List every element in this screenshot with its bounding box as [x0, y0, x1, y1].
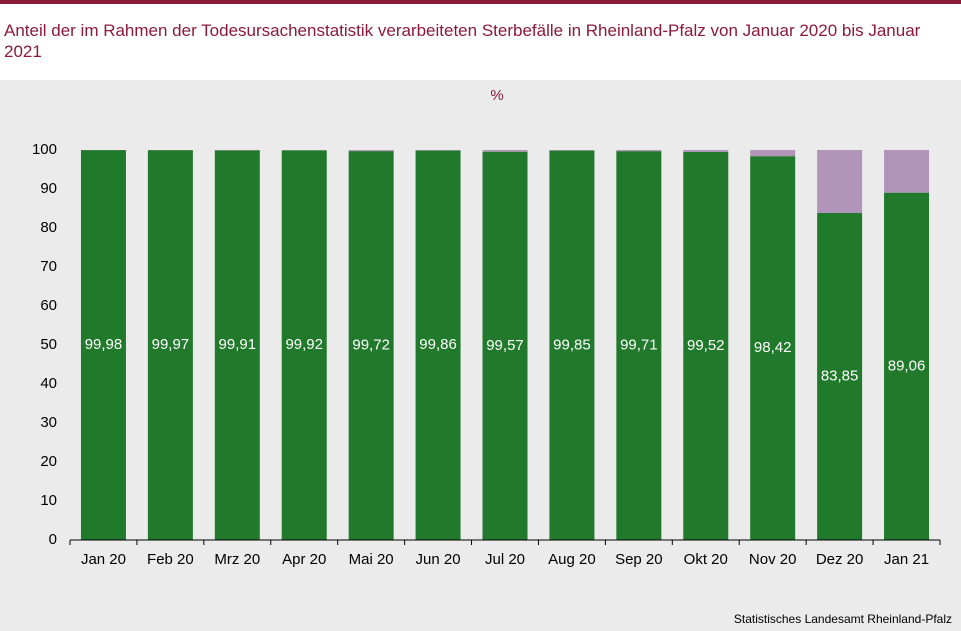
- x-tick-label: Sep 20: [615, 551, 663, 568]
- value-label: 99,92: [285, 336, 323, 353]
- y-axis-label: %: [490, 87, 503, 104]
- x-tick-label: Feb 20: [147, 551, 194, 568]
- bar-segment: [549, 150, 595, 540]
- bar-segment: [214, 150, 260, 540]
- bar-segment: [683, 150, 729, 152]
- value-label: 99,71: [620, 337, 658, 354]
- value-label: 99,85: [553, 336, 591, 353]
- bar-segment: [817, 150, 863, 213]
- x-tick-label: Okt 20: [684, 551, 728, 568]
- x-tick-label: Mai 20: [349, 551, 394, 568]
- x-tick-label: Aug 20: [548, 551, 596, 568]
- top-bar: [0, 0, 961, 4]
- x-tick-label: Mrz 20: [214, 551, 260, 568]
- bar-segment: [281, 150, 327, 540]
- y-tick-label: 70: [40, 258, 57, 275]
- bar-segment: [616, 150, 662, 152]
- x-tick-label: Jan 20: [81, 551, 126, 568]
- bar-segment: [817, 212, 863, 541]
- bar-segment: [884, 150, 930, 193]
- x-tick-label: Jul 20: [485, 551, 525, 568]
- y-tick-label: 10: [40, 492, 57, 509]
- y-tick-label: 90: [40, 180, 57, 197]
- y-tick-label: 80: [40, 219, 57, 236]
- chart: % Statistisches Landesamt Rheinland-Pfal…: [0, 80, 961, 631]
- value-label: 99,91: [219, 336, 257, 353]
- y-tick-label: 0: [49, 531, 57, 548]
- value-label: 99,97: [152, 336, 190, 353]
- y-tick-label: 20: [40, 453, 57, 470]
- bar-segment: [147, 150, 193, 540]
- bar-segment: [482, 151, 528, 540]
- x-tick-label: Apr 20: [282, 551, 326, 568]
- value-label: 99,52: [687, 337, 725, 354]
- value-label: 99,72: [352, 337, 390, 354]
- value-label: 89,06: [888, 357, 926, 374]
- bar-segment: [750, 156, 796, 541]
- bar-segment: [884, 192, 930, 540]
- value-label: 98,42: [754, 339, 792, 356]
- y-tick-label: 30: [40, 414, 57, 431]
- value-label: 99,86: [419, 336, 457, 353]
- bar-segment: [348, 150, 394, 152]
- bar-segment: [549, 150, 595, 151]
- y-tick-label: 50: [40, 336, 57, 353]
- x-tick-label: Jun 20: [416, 551, 461, 568]
- value-label: 99,57: [486, 337, 524, 354]
- y-tick-label: 60: [40, 297, 57, 314]
- value-label: 99,98: [85, 336, 123, 353]
- y-tick-label: 100: [32, 141, 57, 158]
- source: Statistisches Landesamt Rheinland-Pfalz: [734, 612, 952, 626]
- x-tick-label: Dez 20: [816, 551, 864, 568]
- bar-segment: [348, 151, 394, 540]
- x-tick-label: Jan 21: [884, 551, 929, 568]
- bar-segment: [482, 150, 528, 152]
- bar-segment: [616, 151, 662, 541]
- chart-title: Anteil der im Rahmen der Todesursachenst…: [4, 21, 921, 61]
- bar-segment: [683, 151, 729, 540]
- y-tick-label: 40: [40, 375, 57, 392]
- bar-segment: [80, 150, 126, 540]
- bar-segment: [750, 150, 796, 157]
- plot-background: [0, 80, 961, 631]
- bar-segment: [415, 150, 461, 540]
- bar-segment: [415, 150, 461, 151]
- value-label: 83,85: [821, 367, 859, 384]
- x-tick-label: Nov 20: [749, 551, 797, 568]
